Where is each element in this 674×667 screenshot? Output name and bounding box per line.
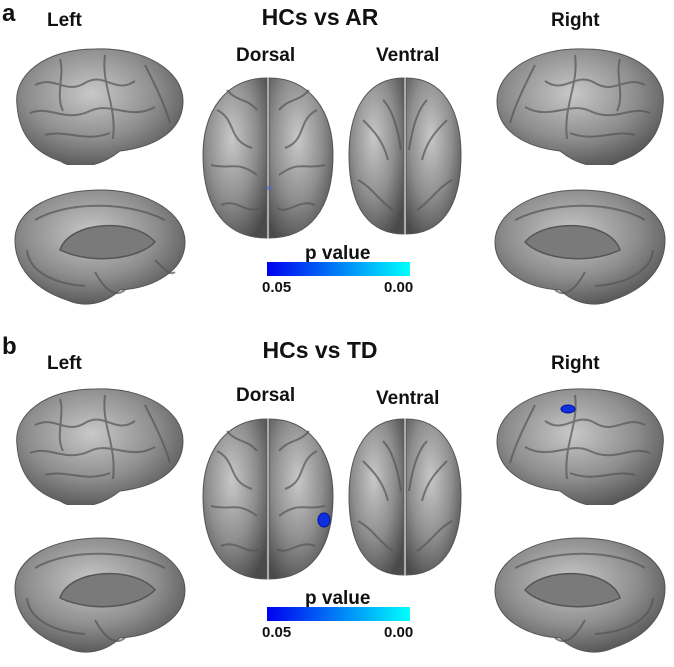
brain-left-medial [14, 537, 186, 653]
colorbar-min-label: 0.05 [262, 624, 292, 641]
colorbar-label: p value [305, 588, 371, 609]
brain-right-lateral [496, 48, 664, 165]
cluster-marker [266, 185, 272, 191]
panel-a: a HCs vs AR Left Right Dorsal Ventral [0, 0, 674, 333]
colorbar-max-label: 0.00 [384, 279, 414, 296]
cluster-marker [560, 404, 576, 414]
colorbar-gradient [267, 262, 410, 276]
panel-letter: a [2, 0, 16, 27]
cluster-marker [317, 512, 331, 528]
panel-b: b HCs vs TD Left Right Dorsal Ventral [0, 333, 674, 666]
brain-ventral [348, 418, 462, 576]
view-label-ventral: Ventral [376, 45, 440, 66]
view-label-ventral: Ventral [376, 388, 440, 409]
brain-left-lateral [16, 48, 184, 165]
brain-right-lateral [496, 388, 664, 505]
colorbar-max-label: 0.00 [384, 624, 414, 641]
brain-ventral [348, 77, 462, 235]
panel-title: HCs vs TD [262, 337, 378, 363]
view-label-dorsal: Dorsal [236, 385, 296, 406]
panel-title: HCs vs AR [261, 4, 379, 30]
colorbar-gradient [267, 607, 410, 621]
colorbar-min-label: 0.05 [262, 279, 292, 296]
brain-dorsal [202, 418, 334, 580]
view-label-left: Left [47, 353, 82, 374]
brain-left-lateral [16, 388, 184, 505]
brain-dorsal [202, 77, 334, 239]
brain-right-medial [494, 537, 666, 653]
view-label-left: Left [47, 10, 82, 31]
colorbar-label: p value [305, 243, 371, 264]
view-label-dorsal: Dorsal [236, 45, 296, 66]
panel-letter: b [2, 333, 17, 360]
brain-left-medial [14, 189, 186, 305]
brain-right-medial [494, 189, 666, 305]
view-label-right: Right [551, 353, 600, 374]
view-label-right: Right [551, 10, 600, 31]
